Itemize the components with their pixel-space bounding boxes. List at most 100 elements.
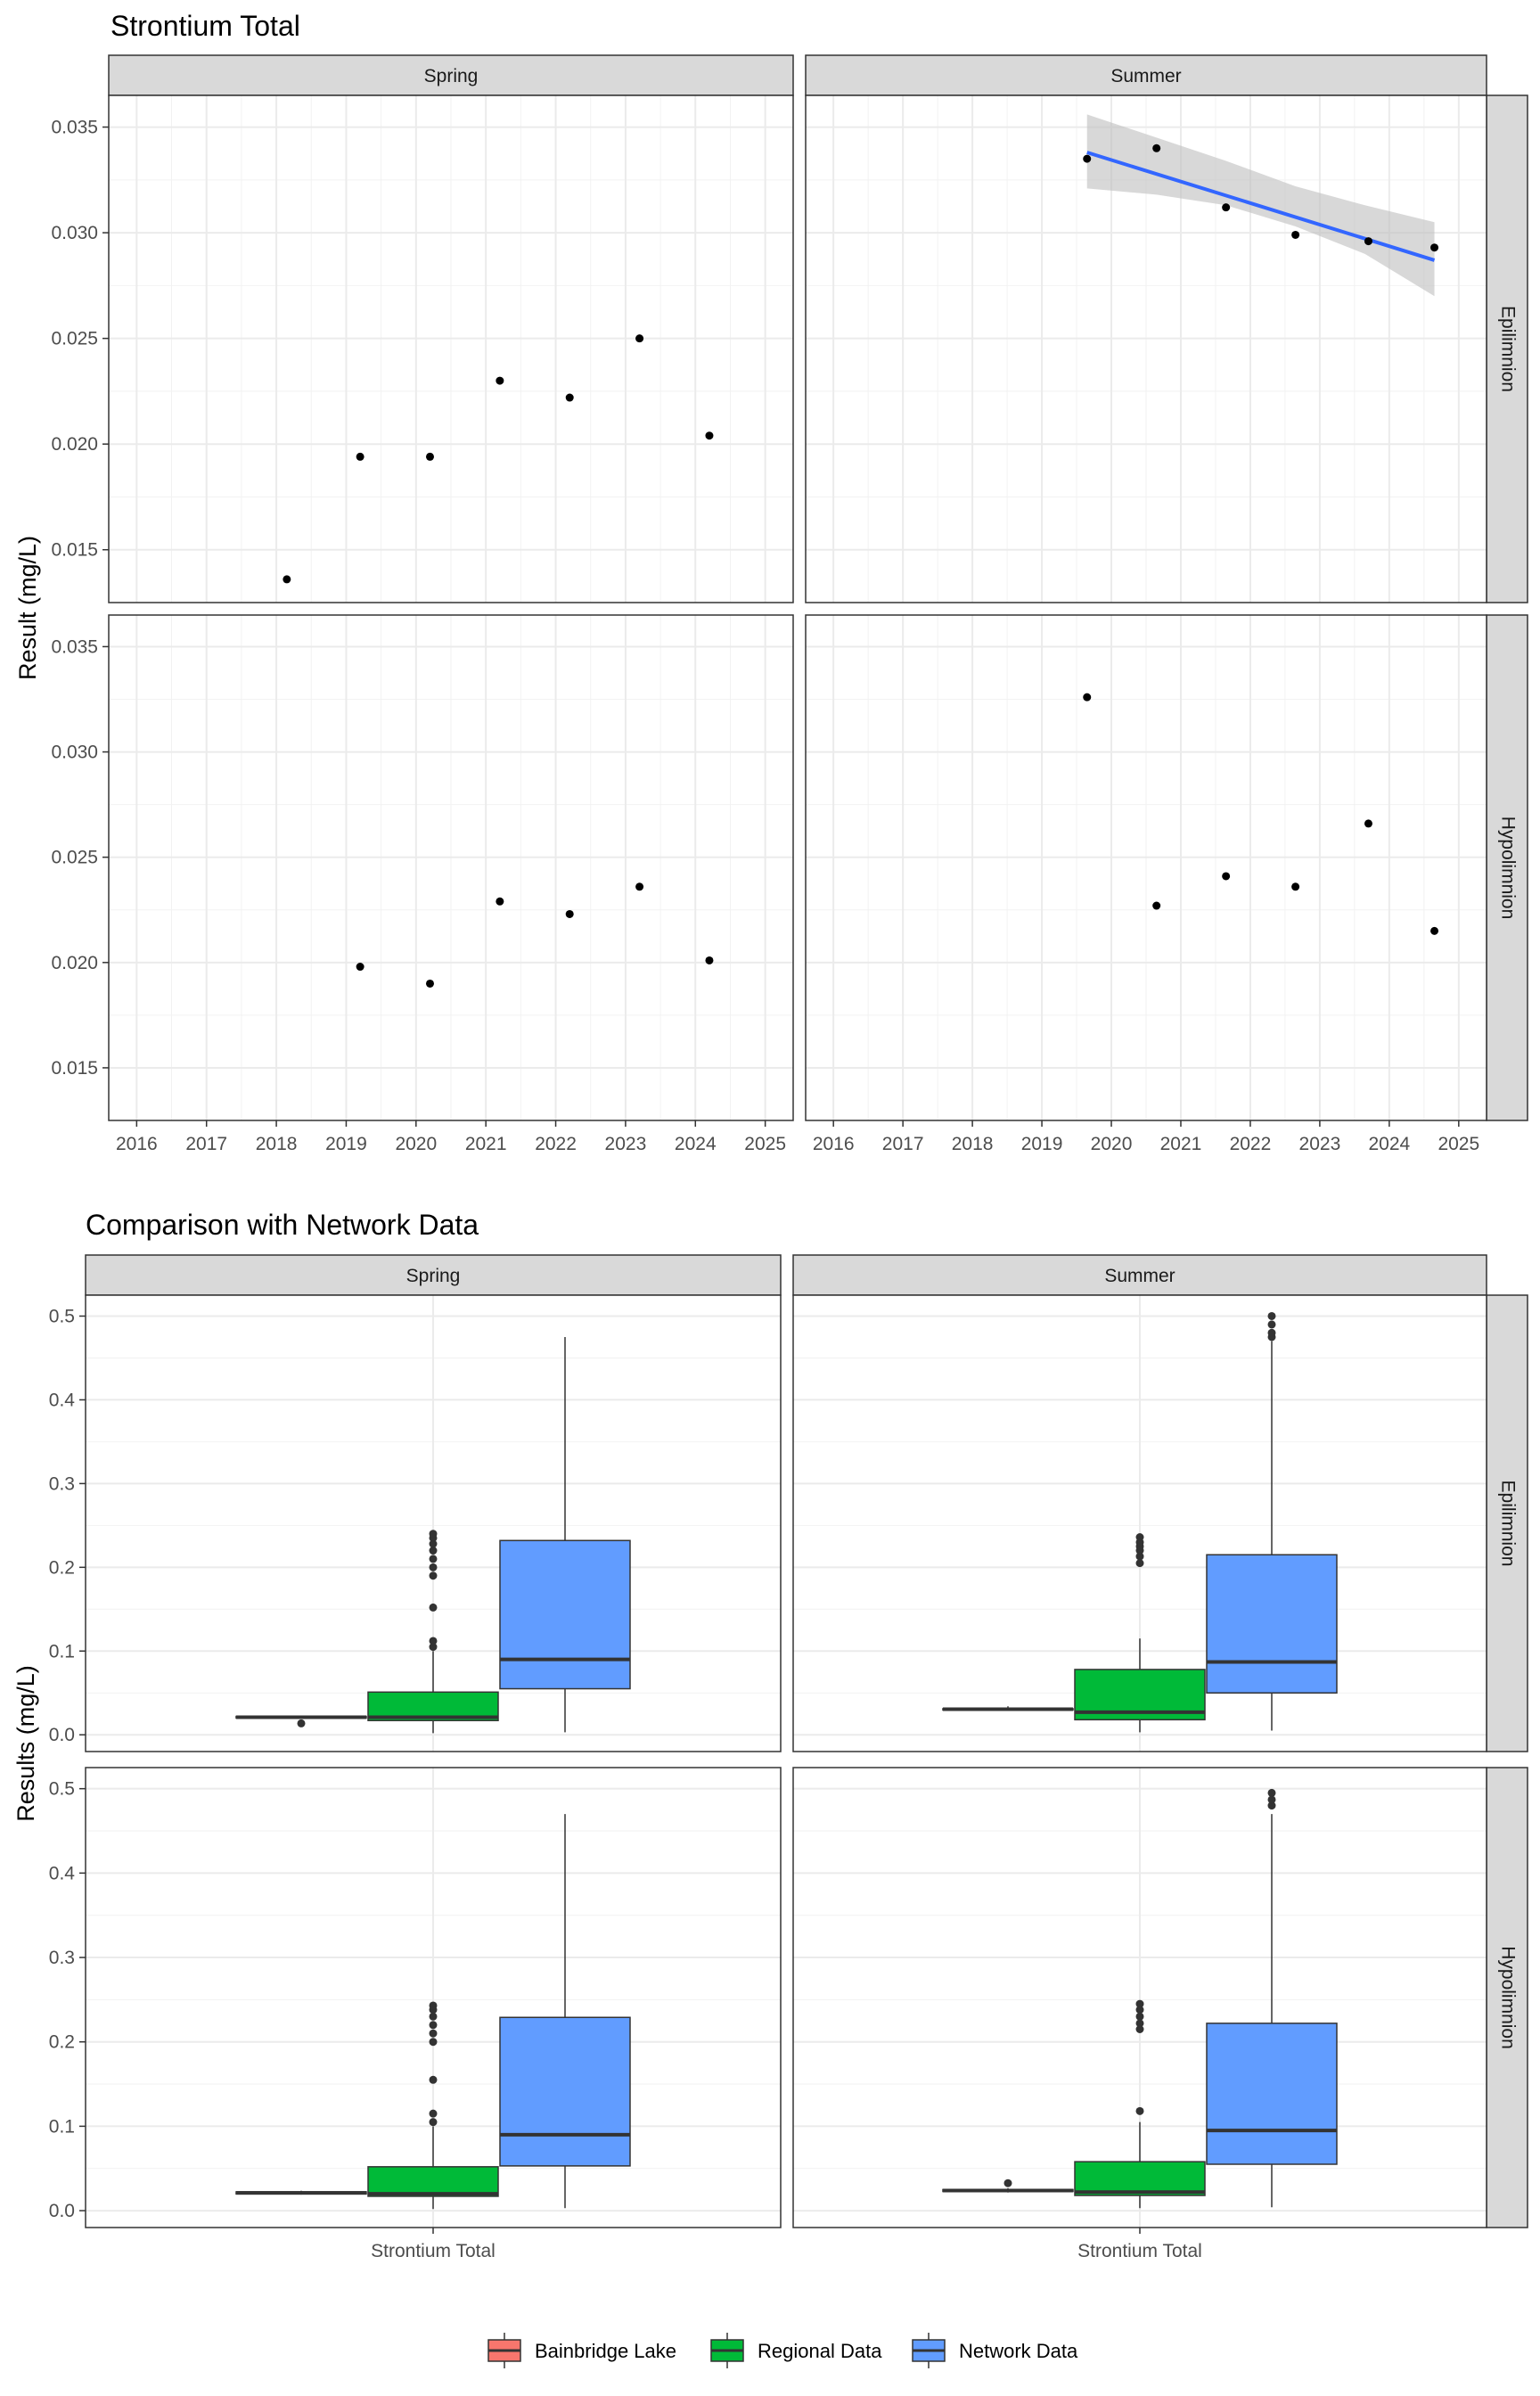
y-tick-label: 0.0 [49,2201,75,2221]
legend-label: Bainbridge Lake [535,2340,676,2362]
facet-strip-label: Spring [424,66,479,86]
box-bainbridge-lake [942,1706,1074,1711]
facet-strip-label: Spring [406,1266,461,1286]
y-tick-label: 0.020 [51,953,98,973]
facet-strip [1486,1294,1528,1752]
data-point [283,575,291,584]
box-panel [792,1767,1487,2228]
data-point [1152,901,1161,910]
outlier-point [1135,1533,1144,1542]
x-tick-label: 2016 [116,1134,158,1154]
outlier-point [429,1530,438,1539]
outlier-point [429,1637,438,1645]
x-tick-label: 2021 [1160,1134,1202,1154]
y-tick-label: 0.3 [49,1473,75,1494]
data-point [565,909,574,918]
data-point [1291,230,1300,239]
scatter-panel [108,614,794,1121]
box-bainbridge-lake [235,2190,367,2195]
outlier-point [429,1603,438,1612]
data-point [1291,882,1300,891]
chart-title: Strontium Total [111,10,300,42]
outlier-point [429,2075,438,2084]
outlier-point [1003,2179,1012,2187]
box-body [1206,2023,1338,2165]
outlier-point [429,2021,438,2030]
y-tick-label: 0.030 [51,743,98,763]
box-panel [85,1294,782,1752]
x-tick-label: 2022 [535,1134,577,1154]
outlier-point [1135,1559,1144,1568]
y-tick-label: 0.4 [49,1863,76,1883]
y-tick-label: 0.030 [51,223,98,243]
outlier-point [1135,2019,1144,2028]
y-tick-label: 0.015 [51,540,98,561]
outlier-point [429,1643,438,1652]
panel-border [108,614,794,1121]
data-point [705,431,714,440]
y-tick-label: 0.5 [49,1779,75,1800]
box-regional-data [1074,1533,1206,1733]
y-tick-label: 0.025 [51,848,98,868]
x-tick-label: 2016 [813,1134,855,1154]
outlier-point [1135,2012,1144,2021]
y-tick-label: 0.5 [49,1306,75,1326]
outlier-point [1267,1801,1276,1810]
y-tick-label: 0.0 [49,1725,75,1745]
outlier-point [1267,1320,1276,1329]
panel-border [792,1294,1487,1752]
outlier-point [429,2001,438,2010]
x-tick-label: 2019 [325,1134,367,1154]
box-network-data [1206,1788,1338,2208]
x-tick-label: 2019 [1021,1134,1063,1154]
outlier-point [297,1719,306,1727]
facet-strip [1486,94,1528,603]
outlier-point [1267,1328,1276,1337]
box-network-data [1206,1311,1338,1731]
legend-label: Network Data [959,2340,1078,2362]
box-body [1206,1554,1338,1694]
data-point [1364,237,1372,246]
data-point [705,956,714,964]
data-point [635,334,644,343]
box-body [1074,2161,1206,2196]
x-tick-label: 2021 [465,1134,507,1154]
x-tick-label: 2025 [744,1134,786,1154]
scatter-panel [108,94,794,603]
facet-strip-label: Epilimnion [1497,1481,1518,1567]
data-point [425,979,434,988]
data-point [565,393,574,402]
outlier-point [1135,2025,1144,2034]
facet-strip-label: Epilimnion [1497,306,1518,392]
box-regional-data [367,1530,499,1734]
panel-border [805,94,1487,603]
outlier-point [429,2109,438,2118]
facet-strip-label: Hypolimnion [1497,1946,1518,2049]
x-tick-label: 2024 [1368,1134,1410,1154]
outlier-point [429,1563,438,1571]
x-tick-label: 2017 [185,1134,227,1154]
y-tick-label: 0.1 [49,2116,75,2137]
x-tick-label: 2018 [952,1134,994,1154]
outlier-point [1135,1552,1144,1561]
scatter-panel [805,614,1487,1121]
trend-line [1086,151,1436,262]
outlier-point [429,2029,438,2038]
x-tick-label: 2018 [256,1134,298,1154]
x-tick-label: 2023 [1299,1134,1341,1154]
outlier-point [1135,2006,1144,2014]
scatter-panel [805,94,1487,603]
x-tick-label: 2017 [882,1134,924,1154]
panel-border [805,614,1487,1121]
facet-strip [108,54,794,96]
y-tick-label: 0.015 [51,1058,98,1079]
data-point [1222,203,1231,212]
data-point [1430,243,1439,252]
y-axis-label: Results (mg/L) [12,1665,39,1822]
y-tick-label: 0.035 [51,118,98,138]
outlier-point [429,2038,438,2047]
box-network-data [499,1336,631,1733]
box-network-data [499,1814,631,2209]
box-regional-data [1074,1999,1206,2209]
